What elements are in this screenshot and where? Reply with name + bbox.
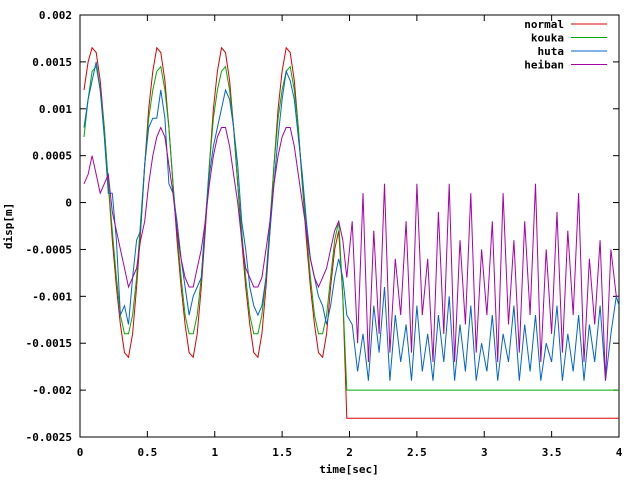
series-line-kouka: [83, 65, 619, 391]
x-tick-label: 1: [211, 446, 218, 459]
legend-label-normal: normal: [524, 18, 564, 31]
x-tick-label: 0: [77, 446, 84, 459]
legend-label-huta: huta: [538, 45, 565, 58]
x-tick-label: 2.5: [407, 446, 427, 459]
y-tick-label: 0: [65, 197, 72, 210]
x-tick-label: 1.5: [272, 446, 292, 459]
y-tick-label: -0.001: [32, 290, 72, 303]
y-tick-label: -0.0025: [26, 431, 72, 444]
y-tick-label: 0.0015: [32, 56, 72, 69]
series-line-heiban: [83, 126, 619, 381]
legend-label-heiban: heiban: [524, 59, 564, 72]
x-tick-label: 2: [346, 446, 353, 459]
y-tick-label: 0.001: [39, 103, 72, 116]
x-axis-label: time[sec]: [319, 463, 379, 476]
y-tick-label: -0.0005: [26, 243, 72, 256]
x-axis: 0 0.5 1 1.5 2 2.5 3 3.5 4: [77, 15, 623, 459]
y-tick-label: -0.002: [32, 384, 72, 397]
y-tick-label: 0.0005: [32, 150, 72, 163]
x-tick-label: 3: [481, 446, 488, 459]
series-line-normal: [83, 46, 619, 419]
x-tick-label: 4: [616, 446, 623, 459]
legend-label-kouka: kouka: [531, 32, 564, 45]
x-tick-label: 0.5: [137, 446, 157, 459]
plot-frame: [79, 14, 620, 438]
series-line-huta: [83, 61, 620, 381]
y-axis-label: disp[m]: [2, 203, 15, 249]
series-layer: [83, 46, 620, 419]
y-tick-label: -0.0015: [26, 337, 72, 350]
y-axis: 0.002 0.0015 0.001 0.0005 0 -0.0005 -0.001 -0.0…: [26, 9, 619, 444]
y-tick-label: 0.002: [39, 9, 72, 22]
x-tick-label: 3.5: [542, 446, 562, 459]
